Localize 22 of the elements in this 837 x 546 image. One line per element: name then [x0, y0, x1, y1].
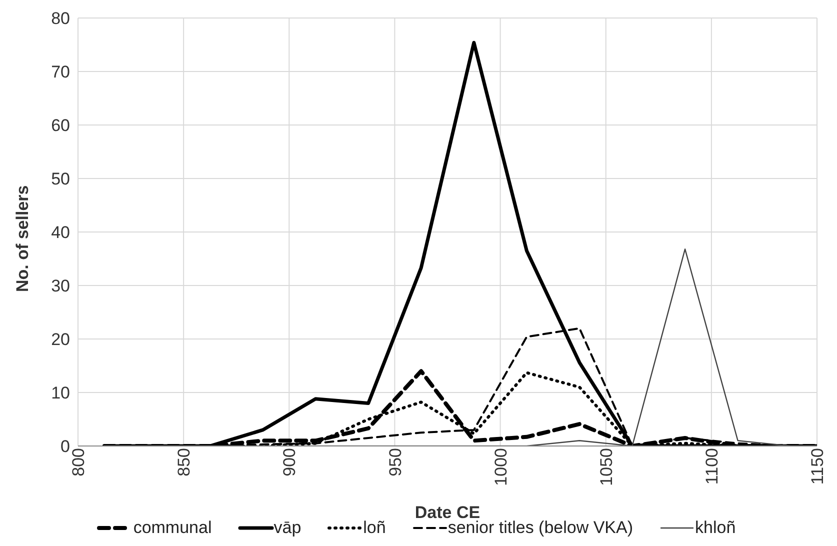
y-tick-label: 10: [51, 384, 70, 403]
y-tick-label: 20: [51, 330, 70, 350]
x-tick-label: 850: [174, 448, 194, 476]
x-tick-label: 1150: [808, 448, 828, 485]
y-tick-label: 0: [60, 437, 70, 456]
y-tick-label: 80: [51, 9, 70, 28]
y-tick-label: 70: [51, 62, 70, 82]
y-tick-label: 40: [51, 223, 70, 242]
x-tick-label: 800: [69, 448, 88, 476]
legend-label: khloñ: [695, 518, 736, 538]
x-tick-label: 900: [280, 448, 300, 476]
y-axis-title: No. of sellers: [13, 185, 32, 292]
x-tick-label: 950: [386, 448, 405, 476]
y-tick-label: 30: [51, 276, 70, 296]
x-tick-label: 1100: [702, 448, 722, 485]
legend-label: communal: [133, 518, 212, 538]
x-tick-label: 1000: [491, 448, 510, 486]
x-tick-label: 1050: [596, 448, 616, 486]
y-tick-label: 50: [51, 170, 70, 189]
legend-label: loñ: [363, 518, 386, 538]
legend-label: vāp: [274, 518, 302, 538]
y-tick-label: 60: [51, 116, 70, 136]
